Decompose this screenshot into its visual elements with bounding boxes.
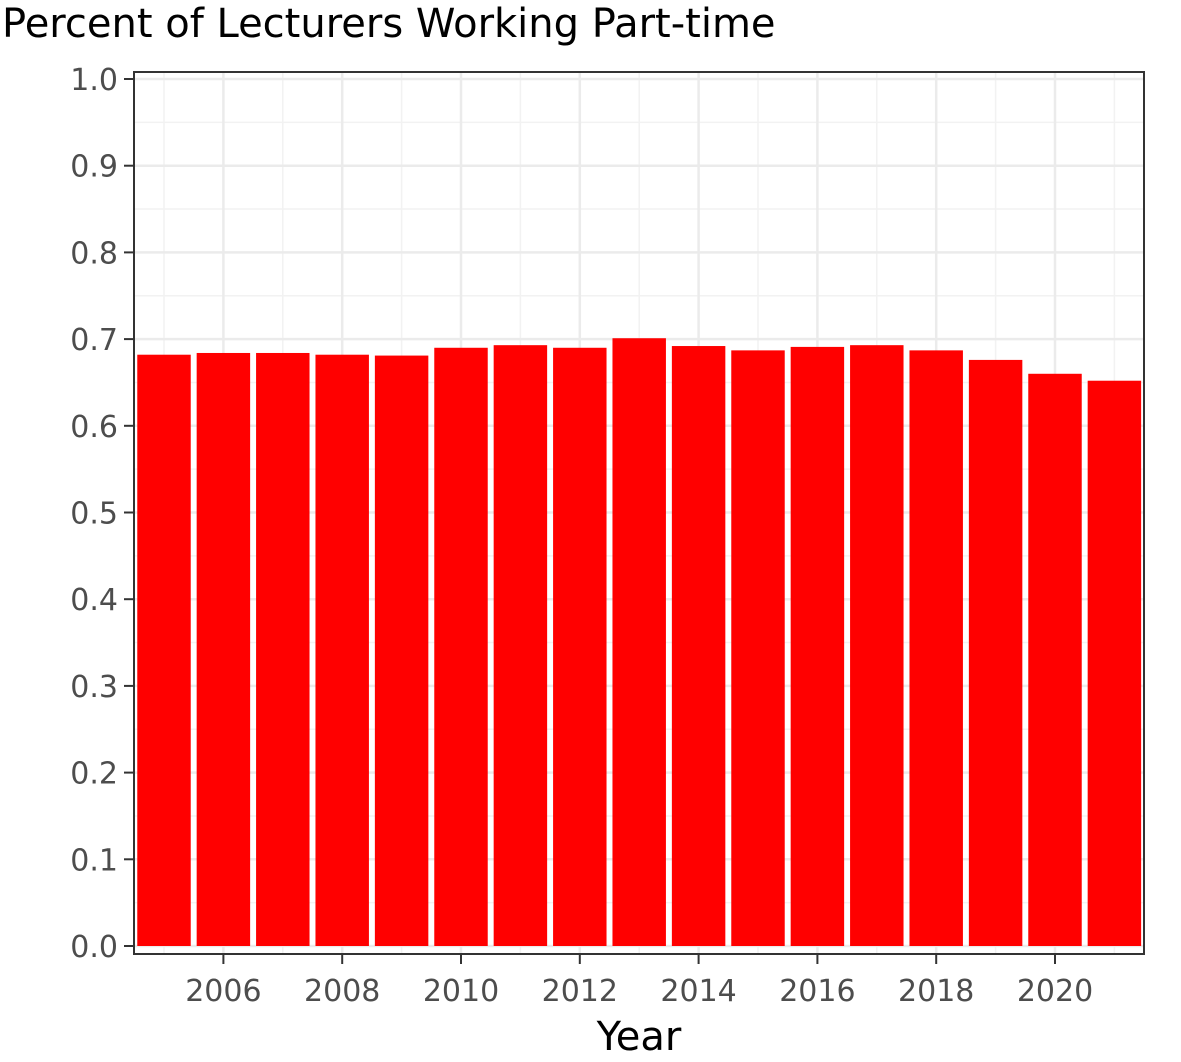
bar-2015 (731, 350, 785, 947)
bar-2009 (374, 355, 429, 946)
bar-2010 (434, 347, 488, 946)
y-tick-label: 0.0 (70, 930, 118, 965)
bar-2013 (612, 338, 666, 946)
bar-2005 (137, 354, 191, 946)
x-tick-label: 2014 (660, 974, 736, 1009)
y-tick-label: 0.9 (70, 150, 118, 185)
x-tick-label: 2016 (779, 974, 855, 1009)
y-tick-label: 0.2 (70, 757, 118, 792)
bar-2012 (553, 347, 607, 946)
y-tick-label: 0.1 (70, 843, 118, 878)
x-tick-label: 2008 (304, 974, 380, 1009)
x-tick-label: 2010 (423, 974, 499, 1009)
bar-2021 (1087, 380, 1142, 946)
y-tick-label: 0.7 (70, 323, 118, 358)
x-tick-label: 2020 (1017, 974, 1093, 1009)
bar-2019 (968, 359, 1023, 947)
bar-2017 (850, 345, 904, 946)
y-tick-label: 0.8 (70, 236, 118, 271)
chart-title: Percent of Lecturers Working Part-time (2, 1, 776, 47)
y-tick-label: 0.3 (70, 670, 118, 705)
bar-2007 (256, 352, 310, 946)
bar-2016 (790, 346, 845, 946)
bar-2020 (1028, 373, 1082, 946)
bar-2011 (493, 345, 548, 946)
y-axis: 0.0 0.1 0.2 0.3 0.4 0.5 0.6 0.7 0.8 0.9 1.0 (70, 63, 134, 965)
y-tick-label: 1.0 (70, 63, 118, 98)
y-tick-label: 0.6 (70, 410, 118, 445)
y-tick-label: 0.5 (70, 497, 118, 532)
x-axis: 2006 2008 2010 2012 2014 2016 2018 2020 (185, 954, 1093, 1009)
bar-2008 (315, 354, 369, 946)
x-tick-label: 2006 (185, 974, 261, 1009)
bar-2014 (671, 346, 726, 946)
x-tick-label: 2018 (898, 974, 974, 1009)
x-tick-label: 2012 (542, 974, 618, 1009)
bars (137, 338, 1142, 947)
bar-2018 (909, 350, 963, 947)
x-axis-title: Year (596, 1014, 682, 1060)
y-tick-label: 0.4 (70, 583, 118, 618)
bar-2006 (196, 352, 251, 946)
